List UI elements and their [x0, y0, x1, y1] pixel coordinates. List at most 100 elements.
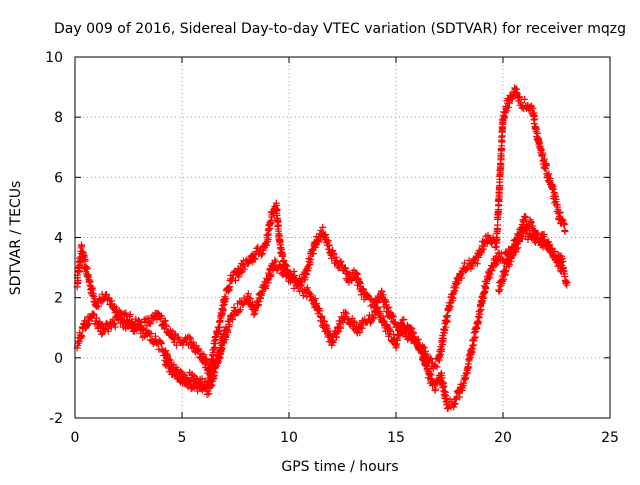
data-point	[521, 95, 529, 103]
data-point	[205, 390, 213, 398]
data-point	[540, 230, 548, 238]
data-point	[306, 259, 314, 267]
data-point	[356, 329, 364, 337]
data-point	[95, 302, 103, 310]
data-point	[383, 304, 391, 312]
x-tick-label: 0	[71, 430, 80, 446]
data-point	[492, 261, 500, 269]
chart-title: Day 009 of 2016, Sidereal Day-to-day VTE…	[54, 21, 626, 37]
data-point	[542, 161, 550, 169]
data-point	[504, 103, 512, 111]
data-point	[286, 269, 294, 277]
data-point	[195, 345, 203, 353]
data-point	[305, 264, 313, 272]
data-point	[442, 323, 450, 331]
data-point	[110, 320, 118, 328]
y-tick-label: 10	[45, 50, 63, 66]
data-point	[514, 244, 522, 252]
data-point	[272, 258, 280, 266]
data-point	[525, 229, 533, 237]
data-point	[498, 138, 506, 146]
data-point	[563, 279, 571, 287]
data-point	[379, 291, 387, 299]
axes: 0 5 10 15 20 25 -2 0 2 4 6 8 10	[45, 50, 619, 446]
y-tick-label: 6	[54, 170, 63, 186]
data-point	[219, 306, 227, 314]
x-tick-label: 20	[494, 430, 512, 446]
data-point	[255, 298, 263, 306]
data-point	[501, 108, 509, 116]
data-point	[468, 262, 476, 270]
data-point	[271, 256, 279, 264]
data-point	[456, 393, 464, 401]
data-point	[157, 312, 165, 320]
data-point	[427, 371, 435, 379]
data-point	[505, 99, 513, 107]
data-point	[495, 287, 503, 295]
data-point	[418, 348, 426, 356]
data-point	[276, 263, 284, 271]
data-point	[531, 115, 539, 123]
data-point	[83, 264, 91, 272]
data-point	[194, 381, 202, 389]
data-point	[360, 286, 368, 294]
data-point	[222, 295, 230, 303]
data-point	[298, 281, 306, 289]
data-point	[304, 284, 312, 292]
data-point	[458, 274, 466, 282]
data-point	[374, 304, 382, 312]
data-point	[523, 226, 531, 234]
x-axis-label: GPS time / hours	[281, 459, 398, 475]
data-point	[264, 279, 272, 287]
data-point	[194, 381, 202, 389]
data-point	[147, 330, 155, 338]
data-point	[309, 250, 317, 258]
data-point	[74, 276, 82, 284]
data-point	[438, 341, 446, 349]
data-point	[341, 308, 349, 316]
data-point	[342, 275, 350, 283]
data-point	[517, 99, 525, 107]
data-point	[122, 309, 130, 317]
data-point	[176, 370, 184, 378]
data-point	[473, 260, 481, 268]
data-point	[550, 189, 558, 197]
data-point	[530, 230, 538, 238]
data-point	[496, 182, 504, 190]
data-point	[561, 227, 569, 235]
data-point	[226, 283, 234, 291]
data-point	[396, 329, 404, 337]
data-point	[388, 311, 396, 319]
data-point	[202, 383, 210, 391]
y-tick-label: 2	[54, 291, 63, 307]
data-point	[482, 284, 490, 292]
data-point	[441, 326, 449, 334]
data-point	[324, 237, 332, 245]
data-point	[104, 327, 112, 335]
data-point	[157, 340, 165, 348]
data-point	[172, 341, 180, 349]
data-point	[258, 250, 266, 258]
y-tick-label: 4	[54, 231, 63, 247]
data-point	[353, 270, 361, 278]
data-point	[244, 290, 252, 298]
data-point	[453, 280, 461, 288]
data-point	[516, 93, 524, 101]
data-point	[220, 336, 228, 344]
data-point	[236, 306, 244, 314]
y-axis-label: SDTVAR / TECUs	[8, 181, 24, 296]
data-point	[325, 331, 333, 339]
data-point	[318, 312, 326, 320]
data-point	[477, 306, 485, 314]
data-point	[90, 310, 98, 318]
data-point	[357, 279, 365, 287]
data-point	[432, 385, 440, 393]
data-point	[529, 104, 537, 112]
data-point	[351, 319, 359, 327]
data-point	[102, 290, 110, 298]
data-point	[439, 335, 447, 343]
data-point	[307, 256, 315, 264]
data-point	[493, 235, 501, 243]
